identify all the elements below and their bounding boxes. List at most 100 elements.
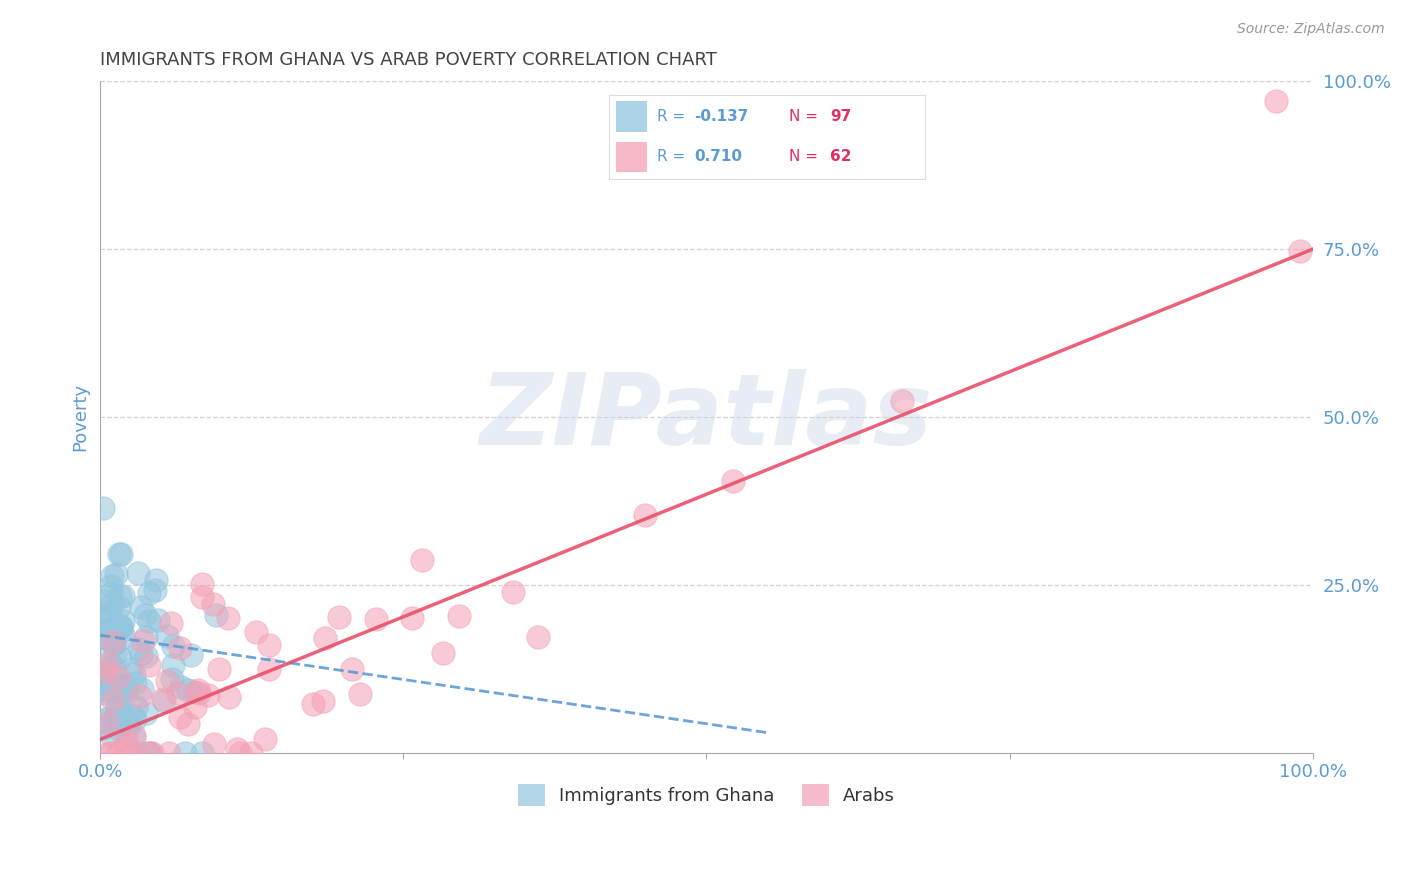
Point: [134, 607, 156, 622]
Point: [107, 679, 129, 693]
Point: [100, 730, 122, 744]
Point: [110, 620, 132, 634]
Point: [188, 685, 211, 699]
Point: [127, 566, 149, 580]
Point: [176, 717, 198, 731]
Point: [145, 574, 167, 588]
Point: [100, 746, 122, 760]
Point: [100, 586, 122, 600]
Point: [366, 612, 388, 626]
Point: [208, 662, 231, 676]
Point: [94, 594, 117, 608]
Point: [101, 714, 124, 728]
Point: [138, 746, 160, 760]
Point: [110, 619, 132, 633]
Point: [101, 598, 124, 612]
Point: [314, 631, 336, 645]
Point: [197, 688, 219, 702]
Point: [91, 721, 114, 735]
Point: [122, 728, 145, 742]
Point: [138, 746, 160, 760]
Point: [105, 619, 128, 633]
Point: [103, 636, 125, 650]
Point: [105, 716, 128, 731]
Point: [111, 683, 134, 698]
Point: [155, 628, 177, 642]
Point: [340, 662, 363, 676]
Point: [502, 584, 524, 599]
Point: [167, 686, 190, 700]
Point: [105, 701, 128, 715]
Point: [117, 721, 139, 735]
Point: [108, 589, 131, 603]
Point: [107, 675, 129, 690]
Point: [103, 637, 125, 651]
Point: [103, 660, 125, 674]
Point: [401, 611, 423, 625]
Point: [96, 632, 118, 646]
Point: [93, 712, 115, 726]
Point: [180, 648, 202, 662]
Text: IMMIGRANTS FROM GHANA VS ARAB POVERTY CORRELATION CHART: IMMIGRANTS FROM GHANA VS ARAB POVERTY CO…: [100, 51, 717, 69]
Point: [108, 702, 131, 716]
Point: [162, 639, 184, 653]
Point: [114, 630, 136, 644]
Point: [169, 710, 191, 724]
Point: [100, 569, 122, 583]
Point: [527, 630, 550, 644]
Point: [117, 716, 139, 731]
Point: [121, 709, 143, 723]
Point: [349, 687, 371, 701]
Point: [254, 731, 277, 746]
Point: [110, 624, 132, 639]
Point: [159, 615, 181, 630]
Point: [138, 614, 160, 628]
Point: [328, 610, 350, 624]
Point: [96, 607, 118, 621]
Point: [890, 393, 912, 408]
Point: [104, 646, 127, 660]
Point: [128, 746, 150, 760]
Point: [96, 657, 118, 671]
Point: [108, 620, 131, 634]
Point: [152, 693, 174, 707]
Point: [183, 700, 205, 714]
Point: [120, 746, 142, 760]
Point: [132, 634, 155, 648]
Point: [108, 681, 131, 695]
Point: [112, 678, 135, 692]
Point: [108, 649, 131, 664]
Point: [135, 630, 157, 644]
Point: [108, 599, 131, 614]
Point: [302, 698, 325, 712]
Point: [218, 690, 240, 705]
Text: ZIPatlas: ZIPatlas: [479, 368, 934, 466]
Point: [107, 670, 129, 684]
Point: [1265, 95, 1288, 109]
Point: [90, 664, 112, 678]
Point: [101, 692, 124, 706]
Point: [100, 579, 122, 593]
Point: [245, 624, 267, 639]
Point: [129, 689, 152, 703]
Point: [120, 663, 142, 677]
Point: [105, 566, 128, 581]
Point: [217, 611, 239, 625]
Point: [160, 672, 183, 686]
Point: [135, 706, 157, 720]
Point: [124, 712, 146, 726]
Point: [107, 713, 129, 727]
Point: [90, 672, 112, 686]
Point: [229, 746, 252, 760]
Point: [191, 577, 214, 591]
Point: [107, 746, 129, 760]
Point: [162, 657, 184, 672]
Point: [257, 662, 280, 676]
Point: [312, 694, 335, 708]
Point: [170, 680, 193, 694]
Point: [191, 746, 214, 760]
Point: [183, 684, 205, 698]
Point: [100, 681, 122, 696]
Point: [240, 746, 263, 760]
Point: [105, 699, 128, 714]
